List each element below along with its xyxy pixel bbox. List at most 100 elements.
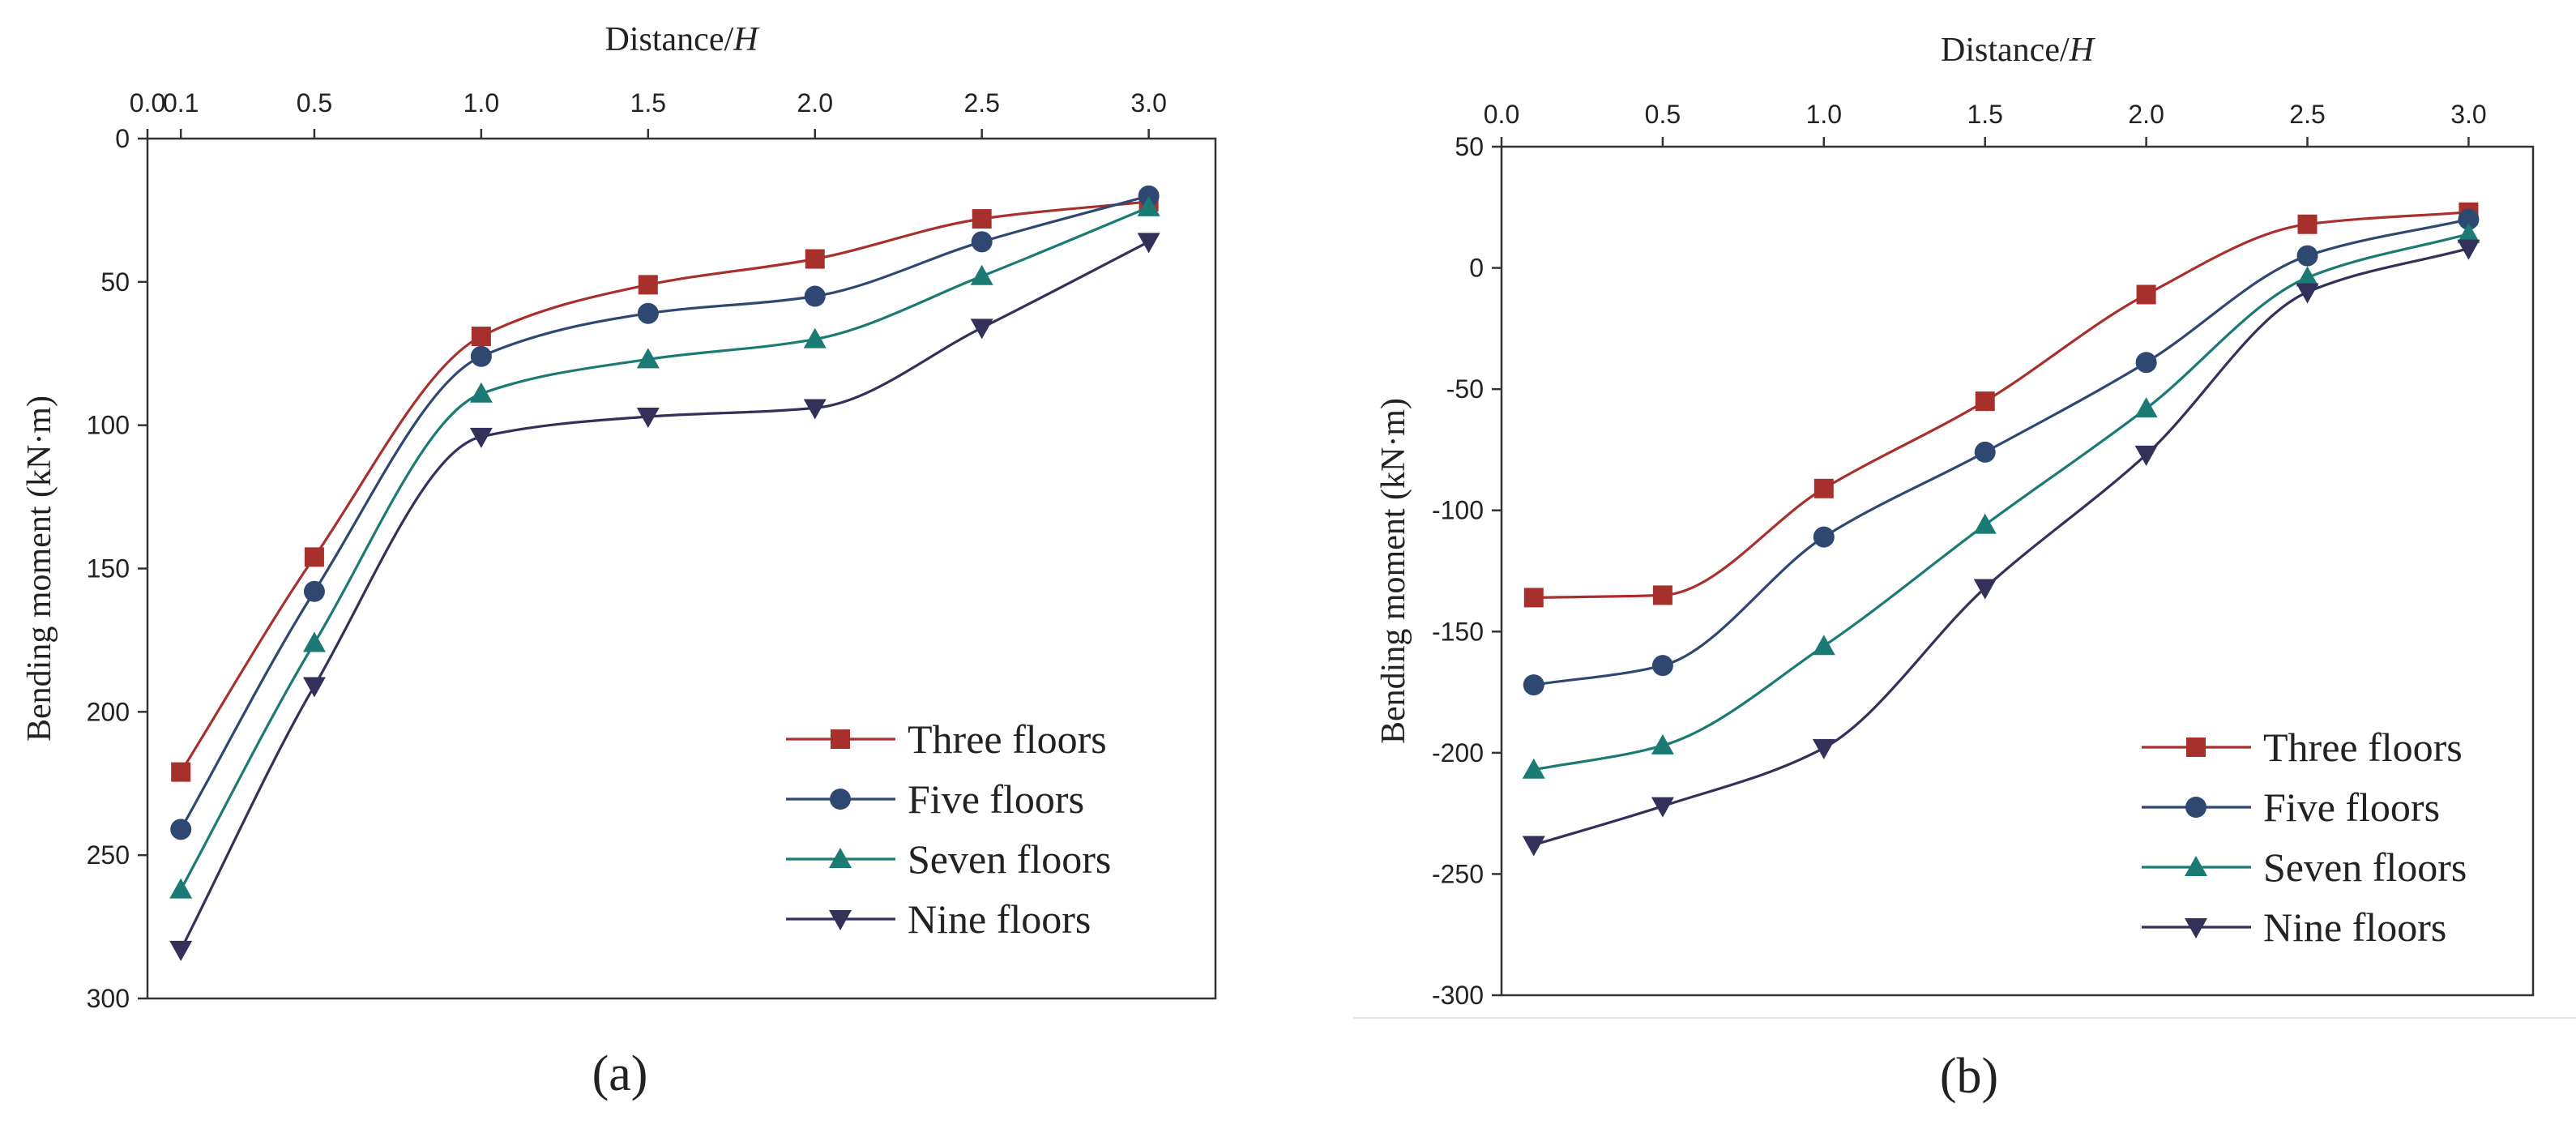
legend-label: Five floors <box>2263 785 2440 830</box>
data-point <box>1973 513 1997 534</box>
data-point <box>970 264 993 285</box>
plot-frame <box>1500 145 2535 997</box>
panel-label: (b) <box>1940 1049 1998 1104</box>
series-line <box>1533 218 2469 686</box>
legend-label: Seven floors <box>908 836 1111 882</box>
x-tick-label: 3.0 <box>1130 88 1166 118</box>
data-point <box>302 631 326 652</box>
data-point <box>304 547 324 567</box>
data-point <box>303 580 325 602</box>
data-point <box>805 249 825 269</box>
data-point <box>2136 284 2156 305</box>
data-point <box>171 762 191 782</box>
y-tick-label: -50 <box>1446 374 1484 404</box>
legend-marker <box>2185 856 2207 876</box>
legend-label: Three floors <box>2263 725 2463 770</box>
x-axis-title: Distance/H <box>1941 32 2096 69</box>
y-tick-label: 50 <box>1455 132 1484 161</box>
legend-item: Five floors <box>2142 785 2440 830</box>
legend-marker <box>829 848 852 868</box>
x-tick-label: 0.1 <box>163 88 199 118</box>
legend: Three floors Five floors Seven floors Nine … <box>786 716 1111 942</box>
data-point <box>803 399 827 420</box>
x-tick-label: 2.0 <box>797 88 833 118</box>
y-tick-label: 300 <box>87 984 130 1013</box>
series-three-floors <box>171 191 1159 782</box>
data-point <box>1522 836 1545 857</box>
data-point <box>169 940 193 961</box>
series-five-floors <box>170 185 1160 840</box>
series-seven-floors <box>169 195 1160 899</box>
x-tick-label: 1.5 <box>630 88 666 118</box>
x-axis-title: Distance/H <box>605 21 761 58</box>
legend-item: Seven floors <box>2142 844 2467 890</box>
y-tick-label: 100 <box>87 411 130 440</box>
series-nine-floors <box>1522 239 2480 857</box>
data-point <box>1813 478 1834 498</box>
legend: Three floors Five floors Seven floors Nine … <box>2142 725 2467 950</box>
data-point <box>170 819 192 840</box>
data-point <box>2297 214 2318 234</box>
y-tick-label: 200 <box>87 697 130 726</box>
data-point <box>2135 352 2157 374</box>
data-point <box>1651 797 1674 818</box>
y-tick-label: -300 <box>1432 981 1484 1010</box>
legend-item: Three floors <box>786 716 1107 762</box>
data-point <box>1522 758 1545 779</box>
y-tick-label: -250 <box>1432 859 1484 888</box>
y-tick-label: 50 <box>100 267 130 297</box>
data-point <box>1523 674 1544 696</box>
legend-marker <box>2185 797 2206 818</box>
series-three-floors <box>1523 202 2479 608</box>
data-point <box>636 408 660 429</box>
data-point <box>1812 635 1835 656</box>
y-axis-title: Bending moment (kN·m) <box>21 395 58 742</box>
data-point <box>1973 579 1997 600</box>
data-point <box>302 677 326 698</box>
data-point <box>636 348 660 369</box>
data-point <box>971 231 993 253</box>
data-point <box>471 327 491 347</box>
data-point <box>803 327 827 348</box>
x-tick-label: 1.0 <box>464 88 499 118</box>
data-point <box>2134 445 2158 466</box>
y-tick-label: 150 <box>87 554 130 584</box>
x-tick-label: 1.5 <box>1967 100 2002 129</box>
legend-marker <box>831 729 850 749</box>
data-point <box>469 382 493 403</box>
data-point <box>804 285 826 307</box>
data-point <box>1813 526 1835 548</box>
y-tick-label: -100 <box>1432 496 1484 525</box>
data-point <box>469 427 493 448</box>
panel-label: (a) <box>592 1046 648 1101</box>
x-tick-label: 0.5 <box>1645 100 1681 129</box>
y-tick-label: 0 <box>1469 254 1484 283</box>
legend-item: Nine floors <box>786 896 1091 942</box>
data-point <box>1137 195 1160 216</box>
legend-item: Seven floors <box>786 836 1111 882</box>
legend-label: Nine floors <box>2263 904 2446 950</box>
legend-item: Three floors <box>2142 725 2463 770</box>
data-point <box>1974 441 1996 463</box>
data-point <box>2296 245 2318 267</box>
x-tick-label: 2.0 <box>2128 100 2164 129</box>
legend-item: Five floors <box>786 776 1084 822</box>
data-point <box>1651 733 1674 755</box>
y-tick-label: -200 <box>1432 738 1484 767</box>
chart-panel-a: 0.00.1 0.5 1.0 1.5 2.0 2.5 3.0 Distance/H 0 50 100… <box>21 21 1217 1101</box>
series-seven-floors <box>1522 222 2480 779</box>
x-tick-label: 0.0 <box>130 88 165 118</box>
series-nine-floors <box>169 233 1160 961</box>
y-axis-title: Bending moment (kN·m) <box>1375 398 1412 744</box>
data-point <box>1651 655 1673 677</box>
data-point <box>1812 738 1835 759</box>
data-point <box>169 878 193 899</box>
legend-label: Three floors <box>908 716 1107 762</box>
chart-panel-b: 0.0 0.5 1.0 1.5 2.0 2.5 3.0 Distance/H 50 0 -50 -10… <box>1375 32 2535 1104</box>
data-point <box>638 275 658 295</box>
x-tick-label: 3.0 <box>2450 100 2486 129</box>
data-point <box>2296 266 2319 287</box>
data-point <box>1523 588 1544 608</box>
